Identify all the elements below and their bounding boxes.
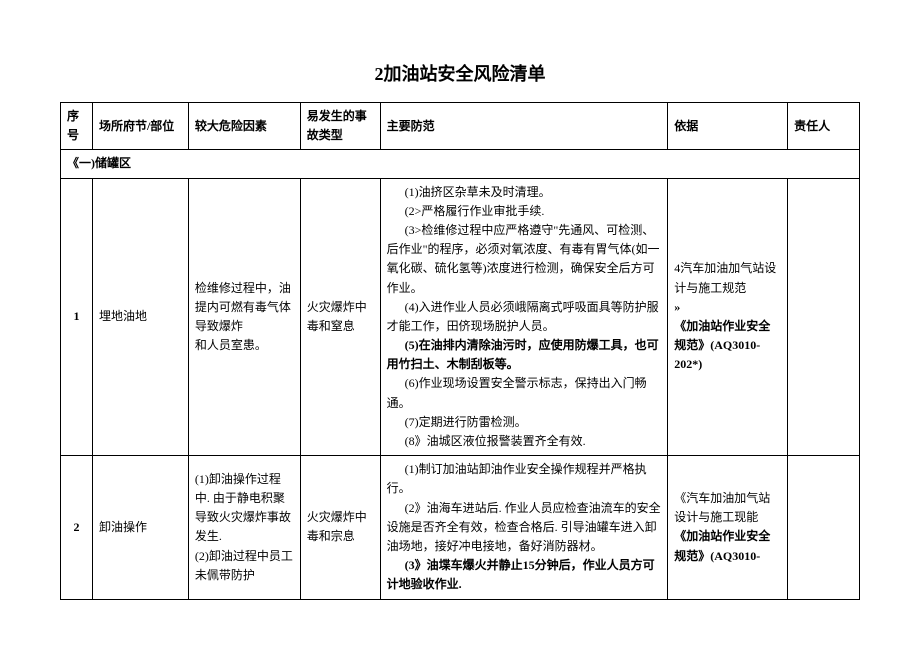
risk-table: 序号 场所府节/部位 较大危险因素 易发生的事故类型 主要防范 依据 责任人 《…: [60, 102, 860, 600]
page-title: 2加油站安全风险清单: [60, 60, 860, 86]
cell-acc: 火灾爆炸中毒和宗息: [300, 456, 380, 599]
table-row: 1 埋地油地 检维修过程中，油提内可燃有毒气体导致爆炸和人员室患。 火灾爆炸中毒…: [61, 178, 860, 456]
col-acc: 易发生的事故类型: [300, 103, 380, 150]
table-row: 2 卸油操作 (1)卸油操作过程中. 由于静电积聚导致火灾爆炸事故发生.(2)卸…: [61, 456, 860, 599]
col-basis: 依据: [668, 103, 788, 150]
cell-loc: 卸油操作: [92, 456, 188, 599]
col-seq: 序号: [61, 103, 93, 150]
cell-prev: (1)油挤区杂草未及时清理。(2>严格履行作业审批手续.(3>检维修过程中应严格…: [380, 178, 668, 456]
col-risk: 较大危险因素: [188, 103, 300, 150]
col-loc: 场所府节/部位: [92, 103, 188, 150]
section-row: 《一)储罐区: [61, 150, 860, 178]
cell-risk: (1)卸油操作过程中. 由于静电积聚导致火灾爆炸事故发生.(2)卸油过程中员工未…: [188, 456, 300, 599]
cell-basis: 4汽车加油加气站设计与施工规范»《加油站作业安全规范》(AQ3010-202*): [668, 178, 788, 456]
cell-loc: 埋地油地: [92, 178, 188, 456]
section-label: 《一)储罐区: [61, 150, 860, 178]
col-resp: 责任人: [788, 103, 860, 150]
cell-acc: 火灾爆炸中毒和窒息: [300, 178, 380, 456]
cell-prev: (1)制订加油站卸油作业安全操作规程并严格执行。(2》油海车进站后. 作业人员应…: [380, 456, 668, 599]
table-header-row: 序号 场所府节/部位 较大危险因素 易发生的事故类型 主要防范 依据 责任人: [61, 103, 860, 150]
cell-resp: [788, 456, 860, 599]
col-prev: 主要防范: [380, 103, 668, 150]
cell-basis: 《汽车加油加气站设计与施工现能《加油站作业安全规范》(AQ3010-: [668, 456, 788, 599]
cell-risk: 检维修过程中，油提内可燃有毒气体导致爆炸和人员室患。: [188, 178, 300, 456]
cell-seq: 2: [61, 456, 93, 599]
cell-seq: 1: [61, 178, 93, 456]
cell-resp: [788, 178, 860, 456]
